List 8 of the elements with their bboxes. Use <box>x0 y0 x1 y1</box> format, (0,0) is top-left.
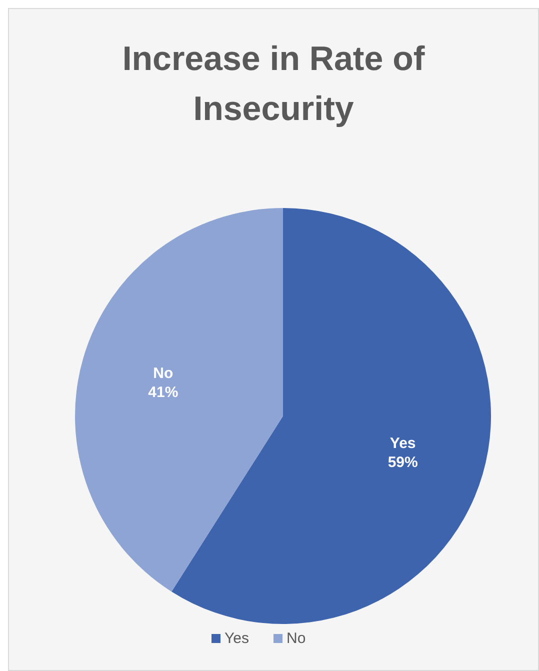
legend-label: No <box>286 630 306 647</box>
slice-label: No <box>153 365 174 382</box>
chart-title: Increase in Rate of Insecurity <box>122 40 426 128</box>
data-label: 41% <box>148 384 178 402</box>
data-label: 59% <box>388 454 418 471</box>
legend-label: Yes <box>224 630 249 647</box>
slice-label: Yes <box>390 434 416 452</box>
pie-slice <box>75 208 283 592</box>
